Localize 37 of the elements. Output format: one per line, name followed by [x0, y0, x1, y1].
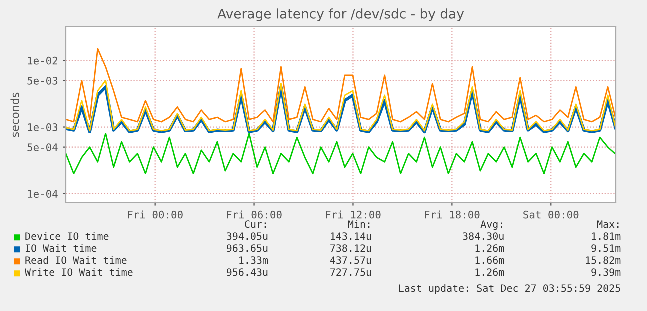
text: 1.81m — [592, 232, 621, 240]
text: Cur: — [245, 220, 266, 228]
x-tick-label: Fri 00:00 — [128, 210, 183, 219]
y-tick-label: 1e-02 — [28, 56, 58, 65]
x-tick-label: Fri 12:00 — [326, 210, 381, 219]
text: Min: — [348, 220, 370, 228]
x-tick-label: Fri 18:00 — [425, 210, 480, 219]
legend-label: Read IO Wait time — [26, 256, 127, 264]
text: 1.26m — [476, 244, 504, 252]
text: 956.43u — [226, 268, 268, 276]
text: 738.12u — [330, 244, 372, 252]
chart-title: Average latency for /dev/sdc - by day — [218, 8, 464, 22]
y-tick-label: 5e-03 — [28, 76, 58, 85]
text: 1.33m — [240, 256, 268, 264]
x-tick-label: Fri 06:00 — [227, 210, 282, 219]
text: Avg: — [480, 220, 502, 230]
text: 727.75u — [330, 268, 372, 276]
text: Max: — [597, 220, 619, 228]
text: 1.26m — [476, 268, 504, 276]
legend-label: Write IO Wait time — [25, 268, 133, 276]
text: 963.65u — [226, 244, 268, 252]
text: 437.57u — [330, 256, 372, 264]
text: 384.30u — [463, 232, 504, 240]
y-axis-title: seconds — [10, 92, 20, 138]
text: Last update: Sat Dec 27 03:55:59 2025 — [399, 284, 620, 294]
text: 15.82m — [586, 256, 621, 264]
y-tick-label: 1e-03 — [28, 124, 58, 132]
text: 394.05u — [227, 232, 268, 240]
text: 143.14u — [331, 232, 372, 240]
text: 1.66m — [476, 256, 504, 264]
y-tick-label: 1e-04 — [28, 190, 58, 198]
text: 9.39m — [592, 268, 621, 276]
legend-label: Device IO time — [26, 232, 109, 240]
y-tick-label: 5e-04 — [28, 144, 58, 152]
x-tick-label: Sat 00:00 — [524, 210, 579, 219]
text: 9.51m — [592, 244, 621, 252]
legend-label: IO Wait time — [26, 244, 97, 252]
